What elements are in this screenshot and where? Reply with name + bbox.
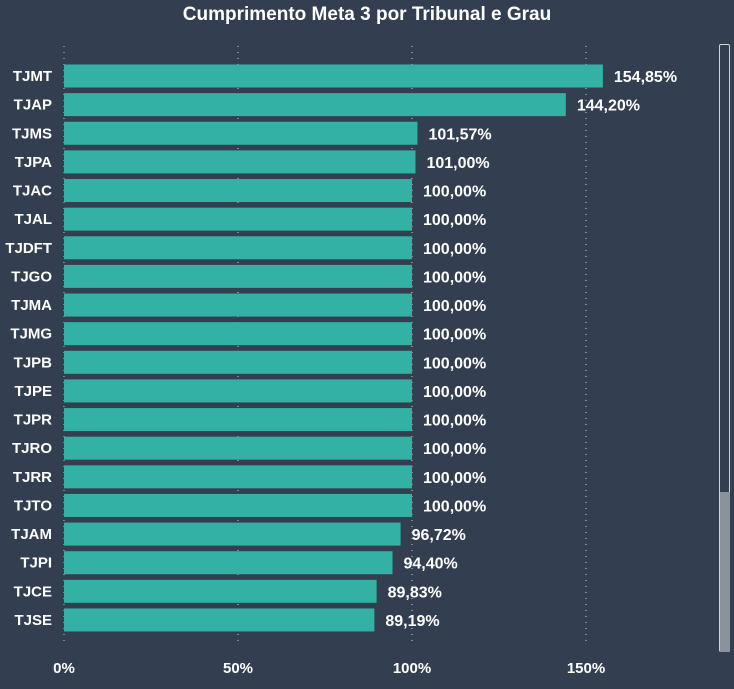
category-label: TJMS xyxy=(12,125,52,142)
data-label: 100,00% xyxy=(423,212,486,229)
bar[interactable] xyxy=(64,436,412,460)
bar[interactable] xyxy=(64,408,412,432)
bar[interactable] xyxy=(64,150,416,174)
data-label: 89,83% xyxy=(388,584,442,601)
category-label: TJAP xyxy=(14,97,52,114)
bar[interactable] xyxy=(64,522,401,546)
bar[interactable] xyxy=(64,465,412,489)
category-label: TJPA xyxy=(15,154,52,171)
data-label: 100,00% xyxy=(423,413,486,430)
bar[interactable] xyxy=(64,551,393,575)
category-label: TJPE xyxy=(14,383,52,400)
scrollbar-thumb[interactable] xyxy=(720,492,730,652)
bar[interactable] xyxy=(64,350,412,374)
category-label: TJRR xyxy=(13,469,52,486)
category-label: TJSE xyxy=(14,612,52,629)
x-tick-label: 100% xyxy=(393,660,431,677)
bar[interactable] xyxy=(64,379,412,403)
data-label: 100,00% xyxy=(423,470,486,487)
bar[interactable] xyxy=(64,493,412,517)
data-label: 100,00% xyxy=(423,384,486,401)
data-label: 154,85% xyxy=(614,69,677,86)
data-label: 101,57% xyxy=(428,126,491,143)
category-label: TJRO xyxy=(12,440,52,457)
category-label: TJAC xyxy=(13,183,52,200)
bar[interactable] xyxy=(64,236,412,260)
bar[interactable] xyxy=(64,264,412,288)
data-label: 94,40% xyxy=(404,556,458,573)
data-label: 100,00% xyxy=(423,327,486,344)
data-label: 100,00% xyxy=(423,355,486,372)
x-tick-label: 0% xyxy=(53,660,75,677)
x-tick-label: 50% xyxy=(223,660,253,677)
data-label: 100,00% xyxy=(423,441,486,458)
category-label: TJPR xyxy=(14,412,53,429)
bar[interactable] xyxy=(64,121,418,145)
data-label: 100,00% xyxy=(423,184,486,201)
category-label: TJMT xyxy=(13,68,52,85)
data-label: 96,72% xyxy=(412,527,466,544)
category-label: TJDFT xyxy=(5,240,52,257)
category-label: TJTO xyxy=(14,497,52,514)
data-label: 100,00% xyxy=(423,241,486,258)
category-label: TJPB xyxy=(14,354,53,371)
chart-title: Cumprimento Meta 3 por Tribunal e Grau xyxy=(182,4,552,25)
category-label: TJCE xyxy=(14,583,52,600)
data-label: 100,00% xyxy=(423,298,486,315)
data-label: 100,00% xyxy=(423,269,486,286)
data-label: 101,00% xyxy=(426,155,489,172)
category-label: TJAL xyxy=(15,211,53,228)
data-label: 100,00% xyxy=(423,498,486,515)
category-label: TJPI xyxy=(20,555,52,572)
category-label: TJMA xyxy=(11,297,52,314)
bar[interactable] xyxy=(64,293,412,317)
bar[interactable] xyxy=(64,64,603,88)
data-label: 89,19% xyxy=(385,613,439,630)
bar[interactable] xyxy=(64,579,377,603)
data-label: 144,20% xyxy=(577,98,640,115)
bar[interactable] xyxy=(64,322,412,346)
bar[interactable] xyxy=(64,93,566,117)
bar[interactable] xyxy=(64,179,412,203)
x-tick-label: 150% xyxy=(567,660,605,677)
bar[interactable] xyxy=(64,608,375,632)
category-label: TJAM xyxy=(11,526,52,543)
category-label: TJMG xyxy=(10,326,52,343)
category-label: TJGO xyxy=(11,268,52,285)
bar[interactable] xyxy=(64,207,412,231)
